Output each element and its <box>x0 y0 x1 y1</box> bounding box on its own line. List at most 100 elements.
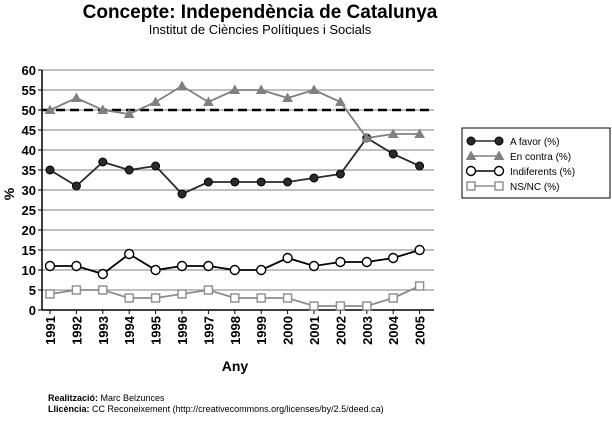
legend-item: En contra (%) <box>465 150 571 163</box>
data-point <box>309 301 319 311</box>
y-tick-label: 30 <box>22 183 36 198</box>
x-tick-label: 2000 <box>281 316 296 345</box>
data-point <box>414 281 425 291</box>
legend-marker <box>493 165 505 177</box>
series-3 <box>44 244 425 280</box>
legend-marker <box>494 136 504 146</box>
y-tick-label: 0 <box>29 303 36 318</box>
x-tick-label: 1993 <box>96 316 111 345</box>
data-point <box>203 96 214 106</box>
data-point <box>98 285 108 295</box>
data-point <box>123 108 135 118</box>
data-point <box>230 177 240 187</box>
x-tick-labels: 1991 1992 1993 1994 1995 1996 1997 1998 1999 2000… <box>43 315 428 345</box>
data-point <box>177 289 187 299</box>
legend-item: NS/NC (%) <box>466 181 559 193</box>
legend: A favor (%) En contra (%) Indiferents (%) N… <box>461 127 611 199</box>
series-group <box>44 80 425 311</box>
data-point <box>176 80 188 90</box>
data-point <box>203 260 214 272</box>
data-point <box>123 248 135 260</box>
data-point <box>388 293 398 303</box>
x-tick-label: 1996 <box>175 316 190 345</box>
data-point <box>335 96 346 106</box>
data-point <box>255 84 267 94</box>
data-point <box>308 84 320 94</box>
data-point <box>177 189 187 199</box>
data-point <box>283 177 293 187</box>
series-2 <box>44 80 425 142</box>
y-tick-labels: 0 5 10 15 20 25 30 35 40 45 50 55 60 <box>22 63 36 318</box>
x-axis-label: Any <box>222 358 249 374</box>
data-point <box>151 161 161 171</box>
realitzacio-label: Realització: <box>48 393 99 403</box>
y-tick-label: 25 <box>22 203 36 218</box>
realitzacio-value: Marc Belzunces <box>100 393 165 403</box>
legend-item: Indiferents (%) <box>465 165 575 178</box>
x-tick-label: 2003 <box>360 316 375 345</box>
y-tick-label: 15 <box>22 243 36 258</box>
y-tick-label: 55 <box>22 83 36 98</box>
footer-realitzacio: Realització: Marc Belzunces <box>48 393 165 403</box>
y-tick-label: 45 <box>22 123 36 138</box>
data-point <box>150 96 161 106</box>
legend-marker <box>465 150 477 160</box>
y-tick-label: 5 <box>29 283 36 298</box>
data-point <box>97 104 109 114</box>
data-point <box>45 165 55 175</box>
data-point <box>71 285 82 295</box>
data-point <box>282 252 293 264</box>
data-point <box>44 104 56 114</box>
data-point <box>229 264 241 276</box>
data-point <box>309 173 319 183</box>
footer-llicencia: Llicència: CC Reconeixement (http://crea… <box>48 404 384 414</box>
legend-label: En contra (%) <box>510 152 571 163</box>
data-point <box>71 260 82 272</box>
data-point <box>150 264 161 276</box>
y-tick-label: 10 <box>22 263 36 278</box>
legend-marker <box>494 181 504 191</box>
data-point <box>124 293 134 303</box>
data-point <box>335 301 346 311</box>
data-point <box>256 264 267 276</box>
chart-subtitle: Institut de Ciències Polítiques i Social… <box>149 22 372 37</box>
data-point <box>414 128 425 138</box>
data-point <box>256 293 266 303</box>
legend-marker <box>466 181 476 191</box>
y-axis-label: % <box>1 187 17 200</box>
legend-marker <box>465 165 477 177</box>
data-point <box>45 289 55 299</box>
x-tick-label: 1991 <box>43 316 58 345</box>
data-point <box>308 260 320 272</box>
data-point <box>361 132 373 142</box>
llicencia-label: Llicència: <box>48 404 90 414</box>
data-point <box>282 293 293 303</box>
y-tick-label: 40 <box>22 143 36 158</box>
data-point <box>335 256 346 268</box>
data-point <box>282 92 293 102</box>
x-tick-label: 1995 <box>149 316 164 345</box>
data-point <box>176 260 188 272</box>
series-1 <box>45 133 425 199</box>
data-point <box>415 161 425 171</box>
llicencia-value: CC Reconeixement (http://creativecommons… <box>92 404 384 414</box>
y-tick-label: 20 <box>22 223 36 238</box>
data-point <box>230 293 240 303</box>
legend-label: A favor (%) <box>510 137 559 148</box>
data-point <box>362 301 372 311</box>
data-point <box>98 157 108 167</box>
x-tick-label: 1999 <box>254 316 269 345</box>
x-tick-label: 2005 <box>413 316 428 345</box>
chart-title: Concepte: Independència de Catalunya <box>83 2 438 23</box>
x-tick-label: 1992 <box>69 316 84 345</box>
data-point <box>335 169 345 179</box>
y-tick-label: 35 <box>22 163 36 178</box>
y-tick-label: 60 <box>22 63 36 78</box>
data-point <box>388 252 399 264</box>
legend-label: Indiferents (%) <box>510 167 575 178</box>
data-point <box>124 165 134 175</box>
data-point <box>361 256 372 268</box>
x-tick-label: 2001 <box>307 316 322 345</box>
data-point <box>414 244 425 256</box>
